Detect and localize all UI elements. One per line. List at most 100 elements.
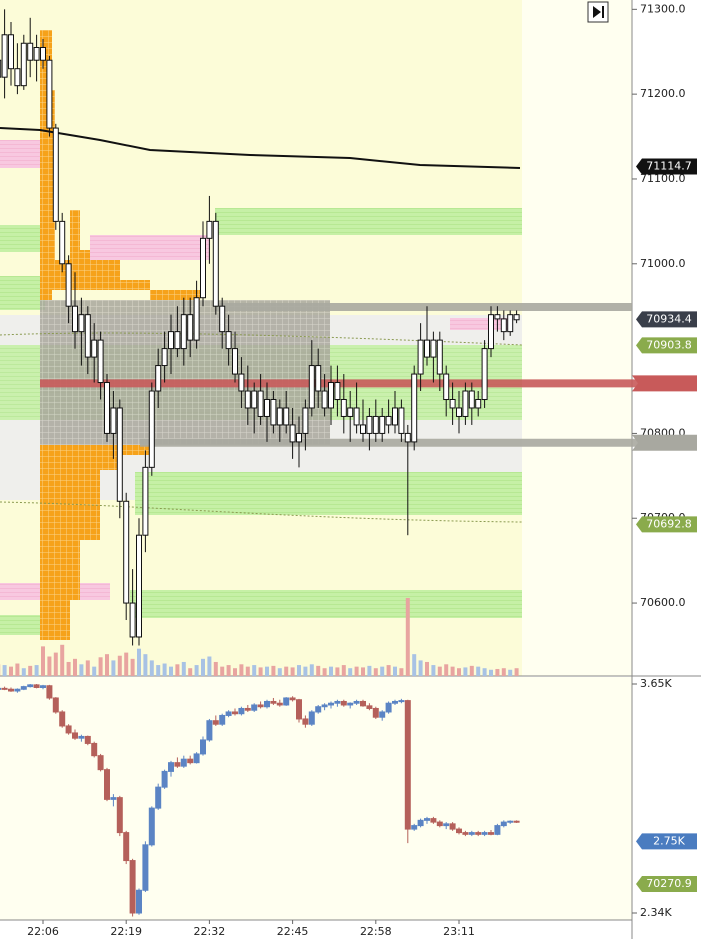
volume-bar xyxy=(271,665,276,676)
candle-body xyxy=(180,758,187,767)
candle-body xyxy=(148,390,155,468)
candle-body xyxy=(40,685,46,688)
candle-body xyxy=(78,314,85,333)
candle-body xyxy=(500,821,507,827)
candle-body xyxy=(424,339,430,358)
candle-body xyxy=(468,390,475,409)
candle-body xyxy=(0,687,2,690)
candle-body xyxy=(289,424,296,443)
candle-body xyxy=(424,818,430,821)
volume-bar xyxy=(207,656,212,676)
volume-bar xyxy=(380,666,385,676)
candle-body xyxy=(142,466,149,536)
candle-body xyxy=(0,59,2,78)
candle-body xyxy=(462,390,469,417)
candle-body xyxy=(411,373,418,443)
volume-bar xyxy=(105,654,109,676)
volume-bar xyxy=(239,664,244,676)
volume-bar xyxy=(418,660,423,676)
candle-body xyxy=(257,390,264,417)
candle-body xyxy=(315,706,322,713)
candle-body xyxy=(398,407,405,434)
candle-body xyxy=(353,407,360,426)
candle-body xyxy=(430,339,437,358)
candle-body xyxy=(155,365,162,392)
candle-body xyxy=(27,684,34,688)
candle-body xyxy=(65,725,72,734)
candle-body xyxy=(206,220,213,239)
volume-bar xyxy=(15,663,20,676)
volume-bar xyxy=(367,665,372,676)
level-arrow xyxy=(632,434,697,451)
volume-bar xyxy=(137,648,141,676)
badge-shape xyxy=(636,158,697,175)
y-tick-label: 70600.0 xyxy=(640,596,686,609)
volume-bar xyxy=(194,665,199,676)
y-tick-label: 71000.0 xyxy=(640,257,686,270)
volume-bar xyxy=(28,665,33,676)
volume-bar xyxy=(252,665,257,676)
candle-body xyxy=(225,331,232,350)
candle-body xyxy=(513,314,520,321)
volume-profile xyxy=(40,30,200,640)
candle-body xyxy=(155,786,162,809)
candle-body xyxy=(232,711,238,715)
play-icon[interactable] xyxy=(593,6,604,18)
candle-body xyxy=(232,348,238,375)
volume-bar xyxy=(431,665,436,676)
candle-body xyxy=(59,711,66,727)
candle-body xyxy=(174,762,181,767)
candle-body xyxy=(219,714,226,725)
volume-bar xyxy=(124,652,129,676)
volume-bar xyxy=(463,667,468,676)
candle-body xyxy=(340,398,347,417)
volume-bar xyxy=(399,668,404,676)
level-arrow xyxy=(632,375,697,392)
candle-body xyxy=(398,700,405,703)
candle-body xyxy=(238,373,245,392)
candle-body xyxy=(340,700,347,706)
candle-body xyxy=(488,314,494,350)
badge-shape xyxy=(636,833,697,850)
candle-body xyxy=(417,339,424,375)
candle-body xyxy=(59,220,66,265)
volume-bar xyxy=(41,646,45,676)
x-tick-label: 23:11 xyxy=(443,925,475,938)
level xyxy=(40,379,697,388)
candle-body xyxy=(33,684,40,688)
candle-body xyxy=(372,707,379,718)
candle-body xyxy=(238,707,245,715)
volume-bar xyxy=(98,657,103,676)
candle-body xyxy=(276,407,283,426)
candle-body xyxy=(110,797,117,800)
y-tick-label: 71300.0 xyxy=(640,2,686,15)
level xyxy=(215,303,632,312)
y-tick-label: 3.65K xyxy=(640,677,672,690)
zone xyxy=(215,208,522,235)
candle-body xyxy=(417,819,424,827)
x-tick-label: 22:32 xyxy=(194,925,226,938)
candle-body xyxy=(20,686,27,690)
x-tick-label: 22:45 xyxy=(277,925,309,938)
volume-bar xyxy=(213,661,218,676)
candle-body xyxy=(315,365,322,392)
volume-bar xyxy=(476,666,481,676)
candle-body xyxy=(430,818,437,823)
candle-body xyxy=(72,732,78,739)
candle-body xyxy=(334,700,341,704)
volume-bar xyxy=(117,655,122,676)
volume-bar xyxy=(73,658,77,676)
y-tick-label: 2.34K xyxy=(640,906,672,919)
candle-body xyxy=(481,348,488,400)
play-button[interactable] xyxy=(587,1,609,23)
volume-bar xyxy=(188,668,193,676)
candle-body xyxy=(123,832,130,862)
candle-body xyxy=(168,331,174,350)
volume-bar xyxy=(258,667,263,676)
volume-bar xyxy=(303,666,308,676)
candle-body xyxy=(302,718,309,725)
volume-bar xyxy=(297,665,301,676)
volume-bar xyxy=(2,665,7,676)
badge-text: 71114.7 xyxy=(646,159,692,172)
x-tick-label: 22:19 xyxy=(110,925,142,938)
